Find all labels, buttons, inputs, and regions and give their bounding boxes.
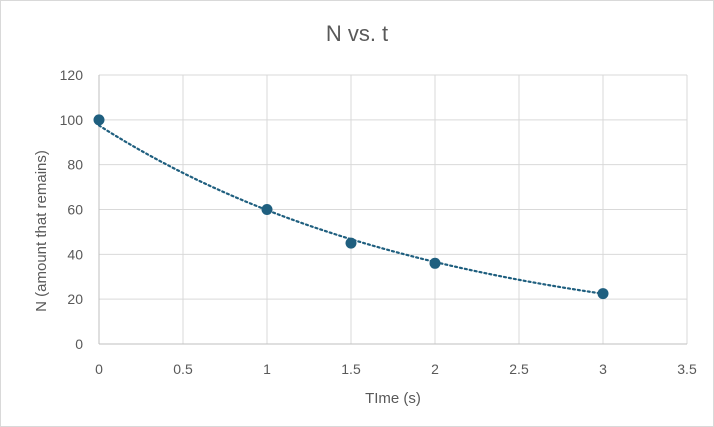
y-tick-label: 40 [67, 246, 83, 262]
data-point [261, 204, 273, 215]
y-tick-label: 0 [75, 336, 83, 352]
x-tick-label: 0.5 [173, 361, 193, 377]
y-tick-label: 60 [67, 202, 83, 218]
point-layer [93, 114, 609, 300]
x-tick-label: 3 [599, 361, 607, 377]
y-tick-label: 20 [67, 291, 83, 307]
x-tick-label: 3.5 [677, 361, 697, 377]
x-axis-title: TIme (s) [365, 390, 421, 407]
y-tick-label: 80 [67, 157, 83, 173]
y-tick-label: 100 [60, 112, 84, 128]
x-tick-label: 0 [95, 361, 103, 377]
x-tick-label: 2.5 [509, 361, 529, 377]
data-point [597, 288, 609, 300]
tick-layer: 0 0.5 1 1.5 2 2.5 3 3.5 0 20 40 60 80 100 120 [60, 67, 697, 377]
data-point [93, 114, 105, 126]
x-tick-label: 1.5 [341, 361, 361, 377]
data-point [429, 257, 441, 269]
x-tick-label: 2 [431, 361, 439, 377]
chart-title: N vs. t [326, 21, 388, 46]
grid-layer [99, 74, 688, 344]
data-point [345, 237, 357, 249]
y-axis-title: N (amount that remains) [33, 150, 50, 312]
x-tick-label: 1 [263, 361, 271, 377]
y-tick-label: 120 [60, 67, 84, 83]
